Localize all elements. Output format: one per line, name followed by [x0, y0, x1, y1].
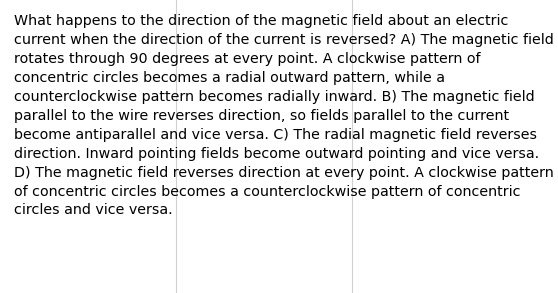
Text: What happens to the direction of the magnetic field about an electric current wh: What happens to the direction of the mag… — [14, 14, 554, 217]
